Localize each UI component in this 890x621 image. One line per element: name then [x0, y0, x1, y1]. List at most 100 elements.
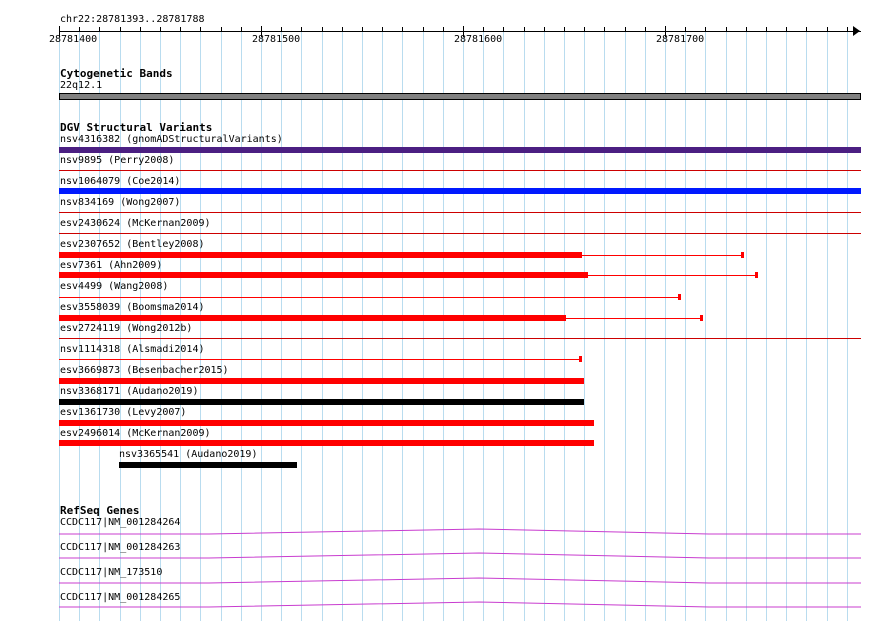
grid-line: [362, 30, 363, 621]
grid-line: [766, 30, 767, 621]
variant-label: nsv834169 (Wong2007): [60, 197, 181, 208]
gene-label: CCDC117|NM_001284264: [60, 517, 181, 528]
grid-line: [281, 30, 282, 621]
grid-line: [140, 30, 141, 621]
variant-line[interactable]: [566, 318, 701, 319]
ruler-minor-tick: [423, 27, 424, 32]
variant-label: nsv3365541 (Audano2019): [119, 449, 258, 460]
grid-line: [120, 30, 121, 621]
ruler-minor-tick: [685, 27, 686, 32]
gene-line[interactable]: [59, 550, 861, 562]
variant-line[interactable]: [582, 255, 742, 256]
cytoband-track-title: Cytogenetic Bands: [60, 67, 173, 80]
grid-line: [241, 30, 242, 621]
variant-bar[interactable]: [59, 315, 566, 321]
ruler-minor-tick: [726, 27, 727, 32]
ruler-minor-tick: [827, 27, 828, 32]
variant-label: esv7361 (Ahn2009): [60, 260, 163, 271]
variant-label: esv2430624 (McKernan2009): [60, 218, 211, 229]
ruler-major-tick: [665, 26, 666, 37]
variant-end-tick: [678, 294, 681, 300]
ruler-minor-tick: [382, 27, 383, 32]
variant-bar[interactable]: [59, 272, 588, 278]
ruler-minor-tick: [806, 27, 807, 32]
gene-label: CCDC117|NM_001284265: [60, 592, 181, 603]
ruler-minor-tick: [766, 27, 767, 32]
location-label: chr22:28781393..28781788: [60, 14, 205, 25]
cytoband-label: 22q12.1: [60, 80, 103, 91]
variant-bar[interactable]: [119, 462, 297, 468]
grid-line: [625, 30, 626, 621]
cytoband-bar[interactable]: [59, 93, 861, 100]
variant-line[interactable]: [59, 359, 579, 360]
grid-line: [443, 30, 444, 621]
grid-line: [301, 30, 302, 621]
variant-bar[interactable]: [59, 147, 861, 153]
variant-label: nsv1114318 (Alsmadi2014): [60, 344, 205, 355]
ruler-minor-tick: [786, 27, 787, 32]
ruler-minor-tick: [746, 27, 747, 32]
refseq-track-title: RefSeq Genes: [60, 504, 140, 517]
variant-label: esv2307652 (Bentley2008): [60, 239, 205, 250]
ruler-minor-tick: [544, 27, 545, 32]
variant-line[interactable]: [59, 212, 861, 213]
ruler-minor-tick: [99, 27, 100, 32]
variant-label: esv3669873 (Besenbacher2015): [60, 365, 229, 376]
variant-line[interactable]: [59, 170, 861, 171]
variant-line[interactable]: [59, 233, 861, 234]
variant-end-tick: [755, 272, 758, 278]
variant-line[interactable]: [59, 338, 861, 339]
ruler-minor-tick: [342, 27, 343, 32]
ruler-axis[interactable]: [59, 31, 861, 32]
variant-bar[interactable]: [59, 420, 594, 426]
variant-label: esv1361730 (Levy2007): [60, 407, 187, 418]
variant-label: nsv3368171 (Audano2019): [60, 386, 199, 397]
dgv-track-title: DGV Structural Variants: [60, 121, 213, 134]
gene-line[interactable]: [59, 575, 861, 587]
ruler-minor-tick: [180, 27, 181, 32]
ruler-minor-tick: [241, 27, 242, 32]
ruler-minor-tick: [604, 27, 605, 32]
variant-label: esv2724119 (Wong2012b): [60, 323, 193, 334]
grid-line: [382, 30, 383, 621]
ruler-minor-tick: [503, 27, 504, 32]
variant-line[interactable]: [59, 297, 679, 298]
variant-bar[interactable]: [59, 399, 584, 405]
grid-line: [99, 30, 100, 621]
ruler-minor-tick: [221, 27, 222, 32]
variant-end-tick: [700, 315, 703, 321]
variant-bar[interactable]: [59, 440, 594, 446]
gene-label: CCDC117|NM_001284263: [60, 542, 181, 553]
ruler-minor-tick: [301, 27, 302, 32]
grid-line: [544, 30, 545, 621]
grid-line: [705, 30, 706, 621]
grid-line: [746, 30, 747, 621]
ruler-minor-tick: [362, 27, 363, 32]
grid-line: [423, 30, 424, 621]
ruler-major-tick: [261, 26, 262, 37]
ruler-tick-label: 28781500: [252, 34, 301, 45]
gene-line[interactable]: [59, 526, 861, 538]
ruler-minor-tick: [524, 27, 525, 32]
variant-label: nsv9895 (Perry2008): [60, 155, 175, 166]
grid-line: [160, 30, 161, 621]
ruler-minor-tick: [200, 27, 201, 32]
variant-bar[interactable]: [59, 378, 584, 384]
variant-label: esv4499 (Wang2008): [60, 281, 169, 292]
variant-label: esv3558039 (Boomsma2014): [60, 302, 205, 313]
grid-line: [806, 30, 807, 621]
ruler-tick-label: 28781700: [656, 34, 705, 45]
ruler-minor-tick: [483, 27, 484, 32]
ruler-minor-tick: [645, 27, 646, 32]
variant-bar[interactable]: [59, 252, 582, 258]
variant-end-tick: [579, 356, 582, 362]
ruler-minor-tick: [402, 27, 403, 32]
gene-label: CCDC117|NM_173510: [60, 567, 163, 578]
grid-line: [685, 30, 686, 621]
variant-bar[interactable]: [59, 188, 861, 194]
grid-line: [584, 30, 585, 621]
gene-line[interactable]: [59, 599, 861, 611]
variant-line[interactable]: [588, 275, 756, 276]
grid-line: [59, 30, 60, 621]
